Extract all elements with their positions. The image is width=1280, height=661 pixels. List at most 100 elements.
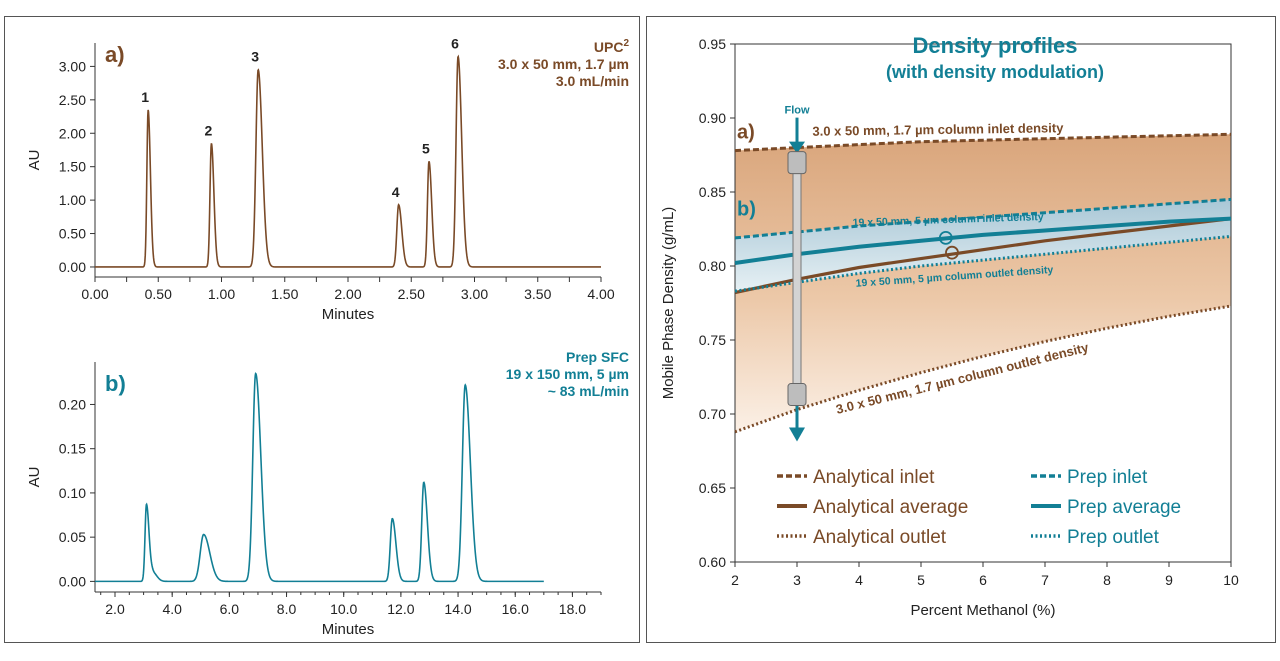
x-tick-label: 1.50 — [271, 286, 298, 302]
y-tick-label: 0.15 — [59, 441, 86, 457]
peak-label-2: 2 — [204, 122, 212, 138]
flow-label: Flow — [784, 105, 809, 117]
x-tick-label: 7 — [1041, 572, 1049, 588]
legend-label-prep-inlet: Prep inlet — [1067, 467, 1148, 488]
peak-label-5: 5 — [422, 140, 430, 156]
x-tick-label: 6.0 — [220, 601, 240, 617]
chromatogram-trace — [95, 54, 601, 268]
x-tick-label: 9 — [1165, 572, 1173, 588]
x-tick-label: 8.0 — [277, 601, 297, 617]
flow-arrow-head-bottom — [789, 427, 805, 442]
x-tick-label: 0.50 — [145, 286, 172, 302]
column-fitting-top — [787, 151, 807, 175]
series-line-analytical-inlet — [734, 132, 1232, 153]
x-tick-label: 16.0 — [502, 601, 529, 617]
peak-label-1: 1 — [141, 89, 149, 105]
x-axis-label: Minutes — [322, 306, 375, 322]
x-tick-label: 0.00 — [81, 286, 108, 302]
panel-label: b) — [105, 371, 126, 396]
y-tick-label: 0.65 — [699, 480, 726, 496]
x-tick-label: 12.0 — [387, 601, 414, 617]
y-tick-label: 0.70 — [699, 406, 726, 422]
annotation-line1: Prep SFC — [566, 349, 629, 365]
x-tick-label: 3 — [793, 572, 801, 588]
x-tick-label: 3.00 — [461, 286, 488, 302]
annotation-line3: 3.0 mL/min — [556, 73, 629, 89]
legend-label-prep-average: Prep average — [1067, 497, 1181, 518]
flow-arrow-head-top — [789, 141, 805, 154]
chart-c-density: 0.60 0.65 0.70 0.75 0.80 0.85 0.90 0.95 2 3 4 5 6 7 8 9… — [660, 33, 1239, 619]
y-tick-label: 0.95 — [699, 36, 726, 52]
annotation-line1: UPC2 — [594, 38, 630, 55]
y-axis-label: AU — [26, 150, 43, 171]
density-panel: 0.60 0.65 0.70 0.75 0.80 0.85 0.90 0.95 2 3 4 5 6 7 8 9… — [646, 16, 1276, 643]
x-tick-label: 1.00 — [208, 286, 235, 302]
peak-label-4: 4 — [392, 184, 400, 200]
chart-title: Density profiles — [912, 33, 1077, 58]
y-tick-label: 2.50 — [59, 92, 86, 108]
y-tick-label: 0.20 — [59, 396, 86, 412]
prep-inlet-annotation: 19 x 50 mm, 5 µm column inlet density — [853, 211, 1044, 229]
label-a: a) — [737, 122, 755, 144]
y-tick-label: 3.00 — [59, 58, 86, 74]
column-body — [792, 167, 802, 391]
chart-a-upc2: 0.00 0.50 1.00 1.50 2.00 2.50 3.00 0.00 0.50 1.00… — [26, 35, 630, 322]
legend-label-prep-outlet: Prep outlet — [1067, 527, 1160, 548]
label-b: b) — [737, 199, 756, 221]
y-tick-label: 0.10 — [59, 485, 86, 501]
chart-subtitle: (with density modulation) — [886, 62, 1104, 82]
analytical-inlet-annotation: 3.0 x 50 mm, 1.7 µm column inlet density — [812, 120, 1064, 139]
y-tick-label: 1.50 — [59, 159, 86, 175]
series-line-prep-average — [734, 216, 1232, 265]
average-marker — [945, 245, 959, 260]
annotation-line3: ~ 83 mL/min — [548, 383, 629, 399]
x-tick-label: 2.00 — [334, 286, 361, 302]
x-tick-label: 4.0 — [162, 601, 182, 617]
annotation-line2: 3.0 x 50 mm, 1.7 µm — [498, 56, 629, 72]
legend-label-analytical-outlet: Analytical outlet — [813, 527, 947, 548]
y-tick-label: 0.80 — [699, 258, 726, 274]
x-tick-label: 4.00 — [587, 286, 614, 302]
y-tick-label: 0.05 — [59, 529, 86, 545]
legend-label-analytical-average: Analytical average — [813, 497, 968, 518]
x-tick-label: 3.50 — [524, 286, 551, 302]
y-axis-label: AU — [26, 467, 43, 488]
series-line-prep-inlet — [734, 197, 1232, 240]
y-tick-label: 0.60 — [699, 554, 726, 570]
x-axis-label: Minutes — [322, 621, 375, 638]
peak-label-3: 3 — [251, 49, 259, 65]
analytical-density-band — [735, 134, 1231, 432]
x-tick-label: 4 — [855, 572, 863, 588]
annotation-superscript: 2 — [623, 38, 629, 49]
x-tick-label: 10.0 — [330, 601, 357, 617]
y-tick-label: 0.00 — [59, 573, 86, 589]
column-fitting-bottom — [787, 383, 807, 407]
average-marker — [938, 230, 953, 245]
series-line-analytical-average — [734, 217, 1232, 295]
x-tick-label: 6 — [979, 572, 987, 588]
y-tick-label: 2.00 — [59, 125, 86, 141]
x-tick-label: 14.0 — [444, 601, 471, 617]
y-tick-label: 0.50 — [59, 226, 86, 242]
chart-b-prep-sfc: 0.00 0.05 0.10 0.15 0.20 2.0 4.0 6.0 8.0 10.0 12.0… — [26, 349, 629, 638]
x-tick-label: 18.0 — [559, 601, 586, 617]
x-tick-label: 10 — [1223, 572, 1239, 588]
y-tick-label: 0.85 — [699, 184, 726, 200]
y-axis-label: Mobile Phase Density (g/mL) — [660, 207, 677, 400]
y-tick-label: 0.90 — [699, 110, 726, 126]
x-tick-label: 5 — [917, 572, 925, 588]
y-tick-label: 0.00 — [59, 259, 86, 275]
y-tick-label: 0.75 — [699, 332, 726, 348]
peak-label-6: 6 — [451, 35, 459, 51]
chromatogram-trace — [95, 372, 544, 583]
annotation-line2: 19 x 150 mm, 5 µm — [506, 366, 629, 382]
x-tick-label: 8 — [1103, 572, 1111, 588]
x-tick-label: 2.50 — [398, 286, 425, 302]
y-tick-label: 1.00 — [59, 192, 86, 208]
x-tick-label: 2.0 — [105, 601, 125, 617]
x-tick-label: 2 — [731, 572, 739, 588]
legend-label-analytical-inlet: Analytical inlet — [813, 467, 935, 488]
x-axis-label: Percent Methanol (%) — [910, 602, 1055, 619]
chromatogram-panel: 0.00 0.50 1.00 1.50 2.00 2.50 3.00 0.00 0.50 1.00… — [4, 16, 640, 643]
panel-label: a) — [105, 42, 125, 67]
